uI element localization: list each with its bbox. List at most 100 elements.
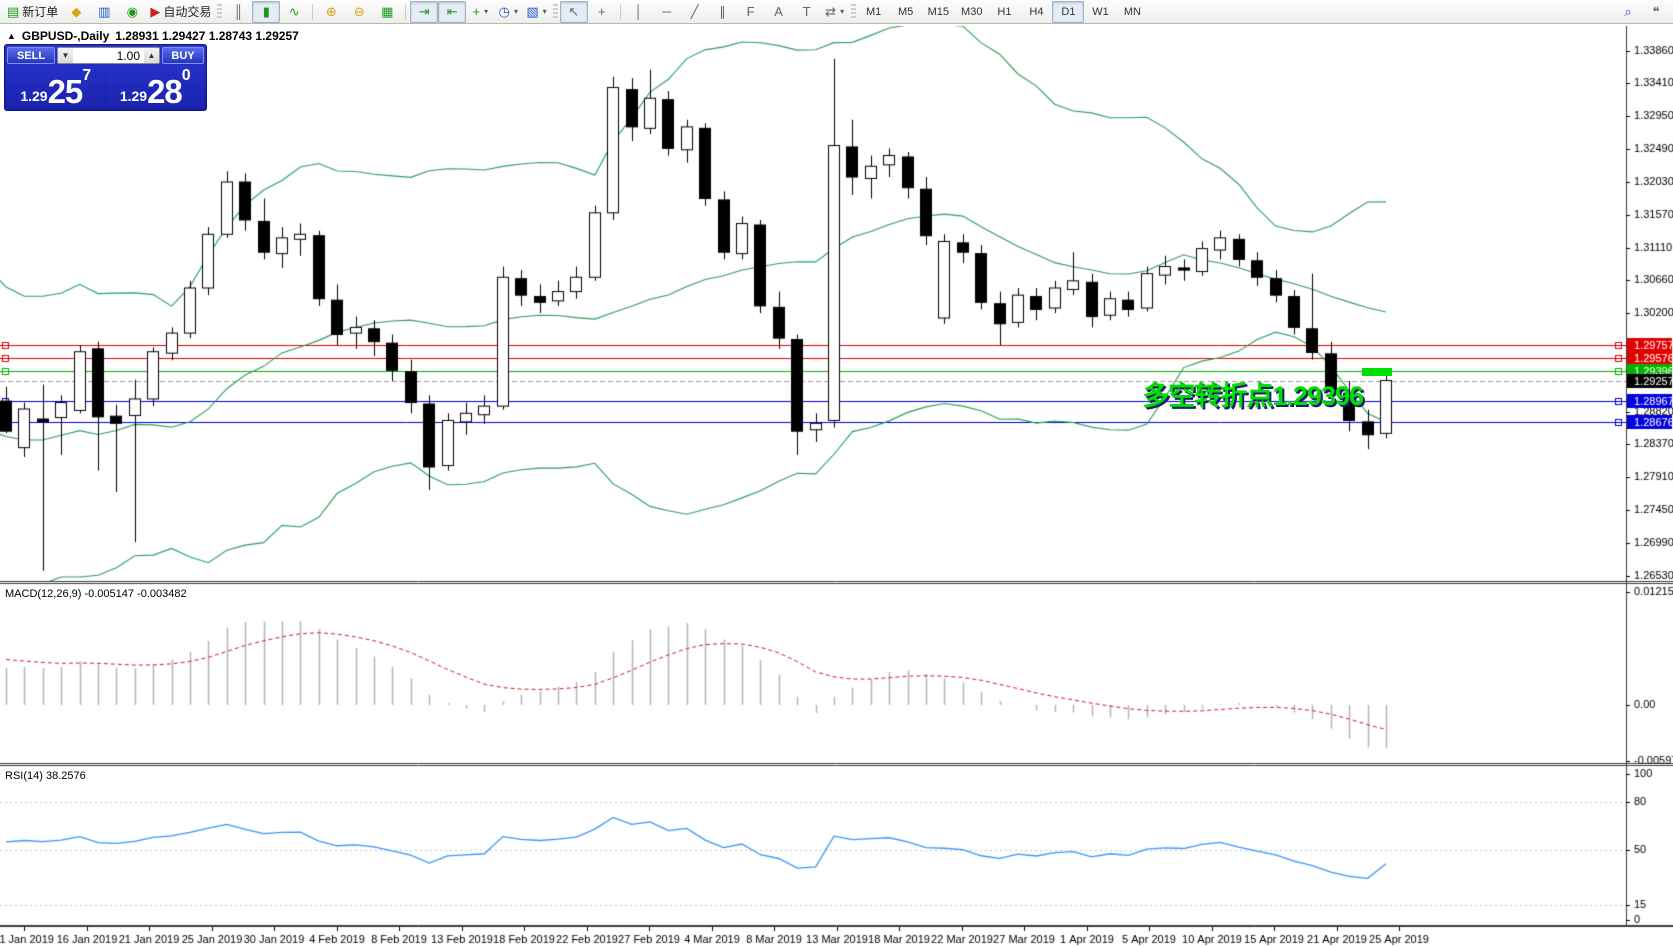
zoom-in-button[interactable]: ⊕ bbox=[317, 1, 345, 23]
chat-button[interactable]: ❝ bbox=[1642, 1, 1670, 23]
macd-label: MACD(12,26,9) -0.005147 -0.003482 bbox=[5, 588, 187, 600]
signals-icon: ◉ bbox=[126, 4, 138, 19]
channel-button[interactable]: ∥ bbox=[709, 1, 737, 23]
signals-button[interactable]: ◉ bbox=[118, 1, 146, 23]
toolbar-separator bbox=[312, 3, 314, 20]
toolbar-separator bbox=[405, 3, 407, 20]
trendline-button[interactable]: ╱ bbox=[681, 1, 709, 23]
chevron-down-icon: ▾ bbox=[513, 7, 518, 16]
autotrading-icon: ▶ bbox=[150, 4, 161, 19]
search-button[interactable]: ⌕ bbox=[1614, 1, 1642, 23]
chart-shift-icon: ⇤ bbox=[446, 4, 458, 19]
line-chart-icon: ∿ bbox=[288, 4, 300, 19]
vertical-line-icon: │ bbox=[634, 4, 643, 19]
tf-h4-button[interactable]: H4 bbox=[1029, 5, 1044, 18]
periods-button[interactable]: ◷ ▾ bbox=[494, 1, 522, 23]
sell-quote[interactable]: 1.29 25 7 bbox=[7, 66, 105, 108]
zoom-in-icon: ⊕ bbox=[325, 4, 337, 19]
channel-icon: ∥ bbox=[719, 4, 726, 19]
vertical-line-button[interactable]: │ bbox=[625, 1, 653, 23]
fibonacci-icon: F bbox=[746, 4, 755, 19]
arrows-button[interactable]: ⇄ ▾ bbox=[821, 1, 849, 23]
sell-price-big: 25 bbox=[47, 72, 84, 110]
tile-windows-icon: ▦ bbox=[381, 4, 394, 19]
tf-m5-button[interactable]: M5 bbox=[898, 5, 914, 18]
favorites-icon: ◆ bbox=[71, 4, 82, 19]
tile-windows-button[interactable]: ▦ bbox=[373, 1, 401, 23]
text-label-button[interactable]: T bbox=[793, 1, 821, 23]
chat-icon: ❝ bbox=[1652, 4, 1660, 19]
clock-icon: ◷ bbox=[498, 4, 510, 19]
tf-mn-button[interactable]: MN bbox=[1123, 5, 1141, 18]
chevron-down-icon: ▾ bbox=[840, 7, 845, 16]
horizontal-line-button[interactable]: ─ bbox=[653, 1, 681, 23]
crosshair-icon: + bbox=[597, 4, 606, 19]
volume-input[interactable] bbox=[73, 48, 144, 63]
text-icon: A bbox=[774, 4, 783, 19]
zoom-out-button[interactable]: ⊖ bbox=[345, 1, 373, 23]
search-icon: ⌕ bbox=[1624, 4, 1632, 19]
new-order-button[interactable]: ▤ 新订单 bbox=[3, 1, 62, 23]
toolbar-grip bbox=[217, 3, 223, 20]
buy-button[interactable]: BUY bbox=[162, 47, 204, 64]
indicators-icon: + bbox=[472, 4, 481, 19]
toolbar-grip bbox=[850, 3, 856, 20]
chart-shift-button[interactable]: ⇤ bbox=[438, 0, 467, 23]
bar-chart-icon: ║ bbox=[233, 4, 243, 19]
chart-shift-end-button[interactable]: ⇥ bbox=[410, 0, 439, 23]
templates-button[interactable]: ▧ ▾ bbox=[522, 1, 550, 23]
bar-chart-button[interactable]: ║ bbox=[224, 1, 252, 23]
volume-stepper: ▼ ▲ bbox=[57, 47, 160, 64]
arrows-icon: ⇄ bbox=[825, 4, 837, 19]
trendline-icon: ╱ bbox=[690, 4, 699, 19]
buy-price-prefix: 1.29 bbox=[119, 88, 148, 104]
indicators-button[interactable]: + ▾ bbox=[466, 1, 494, 23]
autotrading-button[interactable]: ▶ 自动交易 bbox=[146, 1, 215, 23]
tf-d1-button[interactable]: D1 bbox=[1052, 0, 1085, 23]
market-watch-button[interactable]: ▥ bbox=[90, 1, 118, 23]
horizontal-line-icon: ─ bbox=[662, 4, 672, 19]
pivot-highlight-bar bbox=[1362, 368, 1392, 376]
new-order-icon: ▤ bbox=[7, 4, 20, 19]
candlestick-chart-button[interactable]: ▮ bbox=[252, 0, 281, 23]
volume-up-button[interactable]: ▲ bbox=[144, 48, 159, 63]
buy-price-big: 28 bbox=[147, 72, 183, 110]
text-button[interactable]: A bbox=[765, 1, 793, 23]
sell-price-prefix: 1.29 bbox=[20, 88, 48, 104]
main-toolbar: ▤ 新订单 ◆ ▥ ◉ ▶ 自动交易 ║ ▮ ∿ ⊕ ⊖ ▦ ⇥ ⇤ + ▾ bbox=[0, 0, 1673, 24]
zoom-out-icon: ⊖ bbox=[353, 4, 365, 19]
pivot-annotation-text: 多空转折点1.29396 bbox=[1142, 381, 1364, 411]
tf-w1-button[interactable]: W1 bbox=[1092, 5, 1109, 18]
rsi-label: RSI(14) 38.2576 bbox=[5, 770, 86, 782]
volume-down-button[interactable]: ▼ bbox=[58, 48, 73, 63]
sell-price-pip: 7 bbox=[82, 67, 92, 84]
chart-ohlc-values: 1.28931 1.29427 1.28743 1.29257 bbox=[115, 29, 299, 43]
tf-m30-button[interactable]: M30 bbox=[961, 5, 983, 18]
templates-icon: ▧ bbox=[526, 4, 539, 19]
tf-h1-button[interactable]: H1 bbox=[997, 5, 1012, 18]
one-click-trading-panel: SELL ▼ ▲ BUY 1.29 25 7 1.29 28 0 bbox=[4, 44, 207, 111]
toolbar-separator bbox=[619, 3, 621, 20]
collapse-panel-icon[interactable]: ▲ bbox=[7, 31, 16, 41]
cursor-button[interactable]: ↖ bbox=[559, 0, 588, 23]
line-chart-button[interactable]: ∿ bbox=[280, 1, 308, 23]
tf-m15-button[interactable]: M15 bbox=[927, 5, 950, 18]
fibonacci-button[interactable]: F bbox=[737, 1, 765, 23]
sell-button[interactable]: SELL bbox=[7, 47, 55, 64]
buy-price-pip: 0 bbox=[181, 67, 191, 84]
market-watch-icon: ▥ bbox=[98, 4, 111, 19]
buy-quote[interactable]: 1.29 28 0 bbox=[106, 66, 204, 110]
toolbar-grip bbox=[552, 3, 558, 20]
autotrading-label: 自动交易 bbox=[163, 5, 212, 19]
chart-shift-end-icon: ⇥ bbox=[418, 4, 430, 19]
chevron-down-icon: ▾ bbox=[484, 7, 489, 16]
chart-symbol: GBPUSD-,Daily bbox=[21, 29, 110, 43]
text-label-icon: T bbox=[802, 4, 811, 19]
new-order-label: 新订单 bbox=[22, 5, 59, 19]
cursor-icon: ↖ bbox=[568, 4, 580, 19]
tf-m1-button[interactable]: M1 bbox=[866, 5, 882, 18]
chevron-down-icon: ▾ bbox=[542, 7, 547, 16]
crosshair-button[interactable]: + bbox=[588, 1, 616, 23]
favorites-button[interactable]: ◆ bbox=[62, 1, 90, 23]
